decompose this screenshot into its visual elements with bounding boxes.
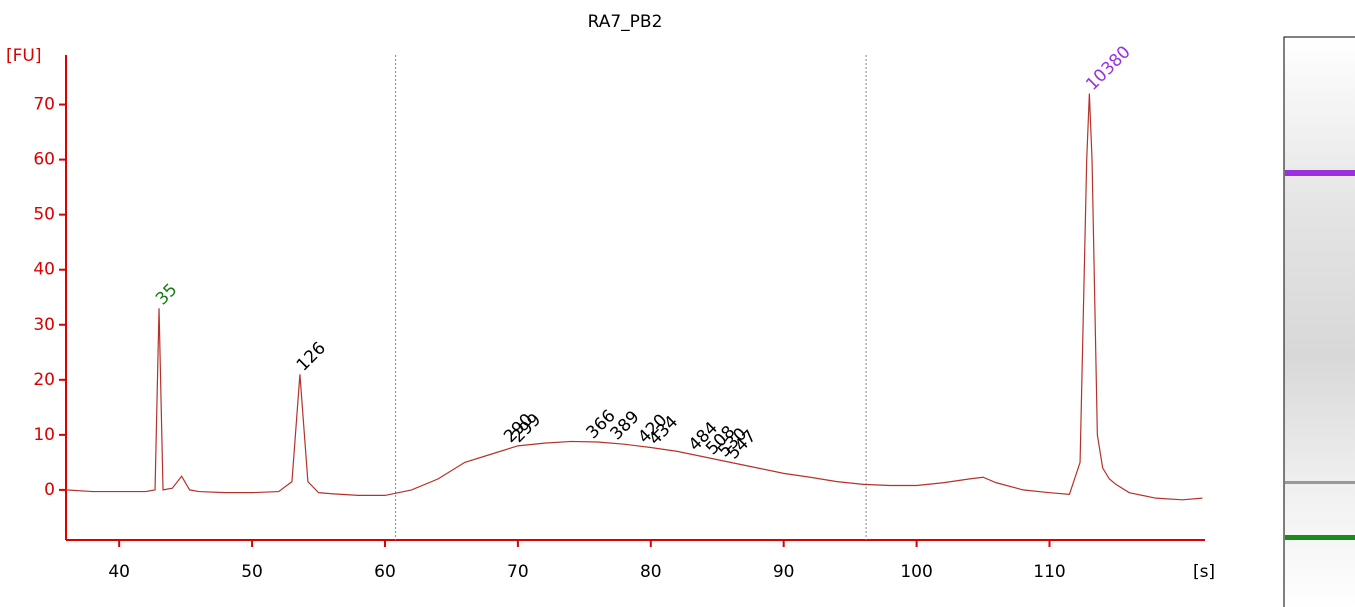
y-tick-label: 50 [33, 205, 55, 225]
x-tick-label: 70 [507, 562, 529, 582]
x-axis-label: [s] [1193, 562, 1215, 582]
x-tick-label: 40 [108, 562, 130, 582]
y-tick-label: 30 [33, 315, 55, 335]
y-tick-label: 60 [33, 150, 55, 170]
peak-label: 35 [152, 280, 181, 309]
x-tick-label: 60 [374, 562, 396, 582]
gel-band [1285, 535, 1355, 540]
gel-band [1285, 170, 1355, 176]
y-tick-label: 40 [33, 260, 55, 280]
y-tick-label: 10 [33, 425, 55, 445]
y-tick-label: 0 [44, 480, 55, 500]
x-tick-label: 50 [241, 562, 263, 582]
x-tick-label: 90 [773, 562, 795, 582]
y-tick-label: 20 [33, 370, 55, 390]
x-tick-label: 80 [640, 562, 662, 582]
x-tick-label: 110 [1033, 562, 1065, 582]
chart-title: RA7_PB2 [588, 12, 663, 32]
y-axis-label: [FU] [6, 46, 42, 66]
gel-background [1283, 36, 1355, 607]
x-tick-label: 100 [900, 562, 932, 582]
y-tick-label: 70 [33, 95, 55, 115]
trace-line [65, 93, 1203, 501]
peak-label: 126 [293, 338, 330, 375]
gel-lane [1283, 36, 1355, 607]
gel-band [1285, 481, 1355, 484]
peak-label: 10380 [1082, 42, 1134, 94]
